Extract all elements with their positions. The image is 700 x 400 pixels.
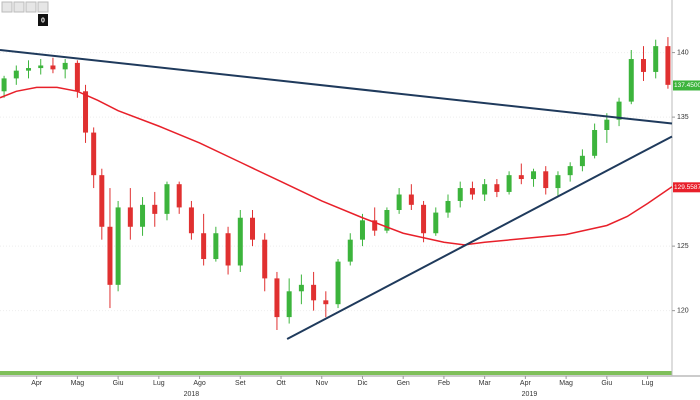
candle-body bbox=[457, 188, 463, 201]
x-tick-label: Gen bbox=[397, 380, 410, 387]
candle-body bbox=[26, 68, 32, 71]
candle-body bbox=[555, 175, 561, 189]
candle-body bbox=[201, 233, 207, 260]
y-tick-label: 125 bbox=[677, 243, 689, 250]
candle-body bbox=[469, 188, 475, 195]
candle-body bbox=[665, 46, 671, 85]
candle-body bbox=[396, 194, 402, 210]
candle-body bbox=[616, 101, 622, 120]
x-tick-label: Giu bbox=[113, 380, 124, 387]
trendline bbox=[0, 49, 673, 125]
candle-body bbox=[640, 59, 646, 72]
candle-body bbox=[347, 239, 353, 262]
price-label: 137.4500 bbox=[674, 82, 700, 89]
candle-body bbox=[298, 284, 304, 292]
candle-body bbox=[567, 166, 573, 176]
tool-button[interactable] bbox=[37, 1, 49, 13]
candle-body bbox=[384, 210, 390, 231]
candle-body bbox=[38, 65, 44, 69]
badge: 0 bbox=[41, 17, 45, 24]
candle-body bbox=[518, 175, 524, 180]
price-label-box bbox=[673, 80, 700, 91]
candle-body bbox=[50, 65, 56, 70]
candle-body bbox=[579, 155, 585, 167]
x-tick-label: Giu bbox=[601, 380, 612, 387]
x-tick-label: Mag bbox=[559, 380, 573, 387]
x-tick-label: Dic bbox=[357, 380, 368, 387]
candle-body bbox=[91, 132, 97, 176]
candle-body bbox=[335, 261, 341, 305]
candle-body bbox=[176, 184, 182, 208]
candle-body bbox=[225, 233, 231, 266]
x-tick-label: Mag bbox=[71, 380, 85, 387]
candle-body bbox=[74, 62, 80, 92]
x-tick-label: Nov bbox=[316, 380, 329, 387]
candle-body bbox=[213, 233, 219, 260]
candle-body bbox=[421, 204, 427, 234]
x-tick-label: Apr bbox=[31, 380, 43, 387]
y-tick-label: 120 bbox=[677, 307, 689, 314]
tool-button[interactable] bbox=[25, 1, 37, 13]
candle-body bbox=[372, 220, 378, 231]
x-tick-label: Lug bbox=[153, 380, 165, 387]
candle-body bbox=[83, 91, 89, 133]
price-label-box bbox=[673, 182, 700, 193]
candle-body bbox=[115, 207, 121, 285]
candle-body bbox=[359, 220, 365, 240]
candle-body bbox=[445, 200, 451, 213]
candle-body bbox=[628, 59, 634, 102]
candle-body bbox=[188, 207, 194, 234]
candle-body bbox=[140, 204, 146, 227]
moving-average bbox=[0, 86, 673, 246]
x-tick-label: Mar bbox=[479, 380, 492, 387]
year-label: 2018 bbox=[184, 391, 200, 398]
x-tick-label: Apr bbox=[520, 380, 532, 387]
candle-body bbox=[408, 194, 414, 205]
y-tick-label: 135 bbox=[677, 114, 689, 121]
candle-body bbox=[506, 175, 512, 192]
candle-body bbox=[433, 212, 439, 234]
trendline bbox=[286, 135, 673, 340]
candle-body bbox=[311, 284, 317, 301]
candle-body bbox=[13, 70, 19, 79]
candle-body bbox=[323, 300, 329, 305]
tool-button[interactable] bbox=[13, 1, 25, 13]
candle-body bbox=[531, 171, 537, 180]
toolbar: 0 bbox=[1, 1, 49, 26]
candle-body bbox=[152, 204, 158, 214]
candle-body bbox=[99, 175, 105, 227]
x-tick-label: Set bbox=[235, 380, 246, 387]
candle-body bbox=[262, 239, 268, 279]
volume-strip bbox=[0, 371, 672, 375]
candle-body bbox=[494, 184, 500, 192]
tool-button[interactable] bbox=[1, 1, 13, 13]
price-label: 129.5587 bbox=[674, 184, 700, 191]
badge-box bbox=[38, 14, 48, 26]
x-tick-label: Lug bbox=[642, 380, 654, 387]
candle-body bbox=[62, 62, 68, 70]
candle-body bbox=[164, 184, 170, 214]
x-tick-label: Ago bbox=[193, 380, 206, 387]
candle-body bbox=[107, 226, 113, 285]
candle-body bbox=[274, 278, 280, 318]
candle-body bbox=[1, 78, 7, 92]
candle-body bbox=[482, 184, 488, 195]
year-label: 2019 bbox=[522, 391, 538, 398]
candle-body bbox=[543, 171, 549, 189]
candle-body bbox=[653, 46, 659, 72]
candle-body bbox=[250, 217, 256, 240]
candle-body bbox=[604, 119, 610, 130]
x-tick-label: Ott bbox=[276, 380, 285, 387]
x-tick-label: Feb bbox=[438, 380, 450, 387]
y-tick-label: 140 bbox=[677, 49, 689, 56]
candle-body bbox=[127, 207, 133, 227]
candle-body bbox=[237, 217, 243, 266]
candle-body bbox=[592, 130, 598, 156]
candle-body bbox=[286, 291, 292, 318]
